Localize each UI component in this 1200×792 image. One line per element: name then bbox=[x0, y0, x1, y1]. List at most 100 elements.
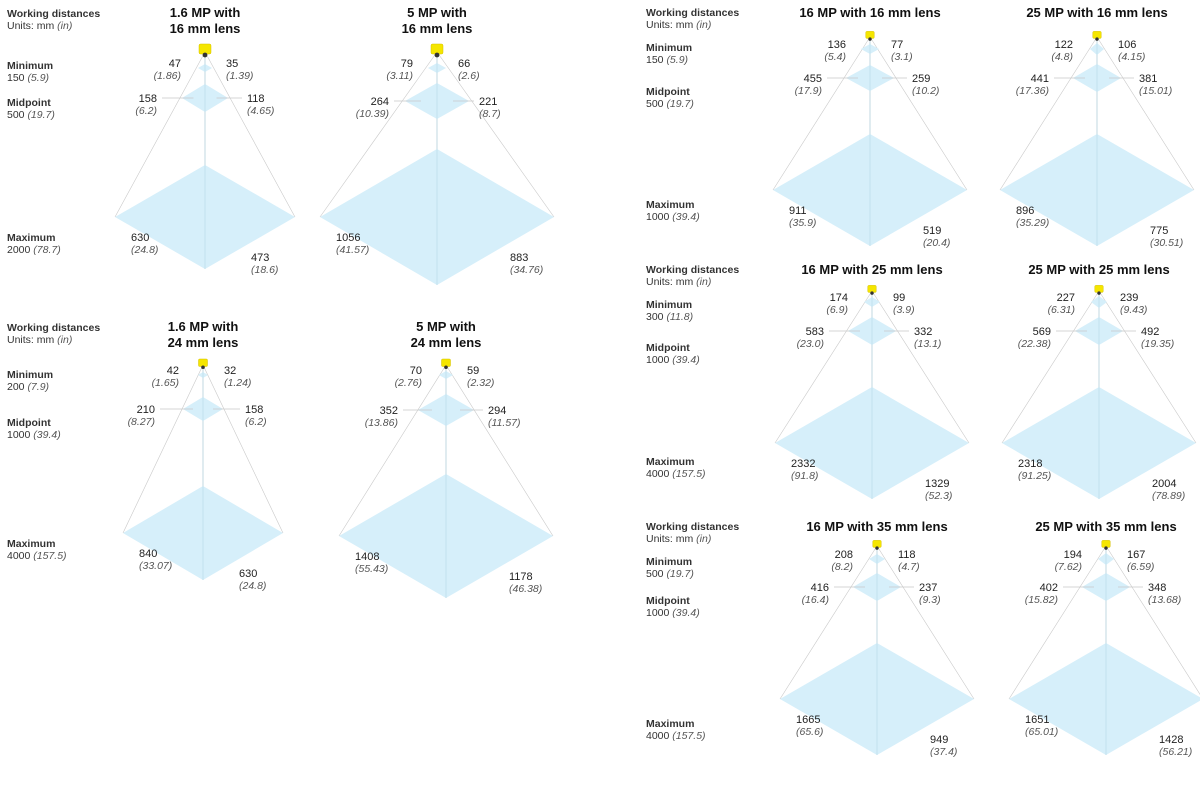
camera-lens bbox=[434, 52, 440, 58]
distance-label-maximum: Maximum bbox=[646, 199, 694, 211]
distance-mm: 1000 bbox=[646, 354, 672, 366]
fov-mid-width-inches: (10.39) bbox=[356, 108, 389, 120]
fov-mid-height-value: 492 bbox=[1141, 326, 1159, 338]
panel-title: 16 MP with 25 mm lens bbox=[801, 262, 942, 277]
units-imperial: (in) bbox=[696, 533, 711, 545]
legend-units: Units: mm (in) bbox=[646, 276, 711, 288]
distance-mm: 200 bbox=[7, 381, 27, 393]
units-metric: Units: mm bbox=[646, 19, 696, 31]
distance-value-midpoint: 500 (19.7) bbox=[646, 98, 694, 110]
units-imperial: (in) bbox=[696, 19, 711, 31]
fov-min-height-inches: (4.15) bbox=[1118, 51, 1145, 63]
fov-max-width-value: 1665 bbox=[796, 714, 820, 726]
fov-mid-width-inches: (13.86) bbox=[365, 417, 398, 429]
fov-edge-line bbox=[876, 545, 975, 700]
units-metric: Units: mm bbox=[7, 20, 57, 32]
units-imperial: (in) bbox=[696, 276, 711, 288]
fov-edge-line bbox=[204, 51, 296, 218]
fov-panel: 25 MP with 35 mm lens 194(7.62) 167(6.59) 4… bbox=[1008, 519, 1200, 758]
distance-label-maximum: Maximum bbox=[646, 456, 694, 468]
distance-mm: 150 bbox=[7, 72, 27, 84]
fov-max-width-inches: (91.25) bbox=[1018, 470, 1051, 482]
distance-in: (157.5) bbox=[33, 550, 66, 562]
camera-lens bbox=[875, 546, 879, 550]
fov-max-width-inches: (55.43) bbox=[355, 563, 388, 575]
panel-title: 25 MP with 16 mm lens bbox=[1026, 5, 1167, 20]
fov-mid-width-value: 441 bbox=[1031, 73, 1049, 85]
fov-min-height-inches: (1.39) bbox=[226, 70, 253, 82]
fov-min-height-inches: (3.9) bbox=[893, 304, 915, 316]
fov-mid-width-inches: (6.2) bbox=[135, 105, 157, 117]
fov-min-height-inches: (6.59) bbox=[1127, 561, 1154, 573]
panel-title: 5 MP with bbox=[416, 319, 476, 334]
fov-min-height-value: 35 bbox=[226, 58, 238, 70]
distance-value-minimum: 300 (11.8) bbox=[646, 311, 693, 323]
fov-min-width-inches: (2.76) bbox=[395, 377, 422, 389]
fov-max-height-value: 1178 bbox=[509, 571, 533, 583]
fov-edge-line bbox=[202, 364, 284, 534]
distance-mm: 4000 bbox=[646, 468, 672, 480]
fov-min-width-value: 42 bbox=[167, 365, 179, 377]
camera-icon bbox=[867, 285, 877, 295]
distance-in: (5.9) bbox=[27, 72, 49, 84]
distance-mm: 500 bbox=[7, 109, 27, 121]
distance-value-maximum: 1000 (39.4) bbox=[646, 211, 700, 223]
distance-mm: 4000 bbox=[646, 730, 672, 742]
fov-min-height-value: 239 bbox=[1120, 292, 1138, 304]
fov-min-width-value: 122 bbox=[1055, 39, 1073, 51]
distance-value-minimum: 200 (7.9) bbox=[7, 381, 49, 393]
camera-body bbox=[1101, 540, 1111, 548]
panel-title: 1.6 MP with bbox=[170, 5, 241, 20]
camera-icon bbox=[198, 358, 208, 370]
camera-body bbox=[198, 43, 212, 55]
camera-lens bbox=[202, 52, 208, 58]
fov-min-width-value: 208 bbox=[835, 549, 853, 561]
fov-max-height-value: 949 bbox=[930, 734, 948, 746]
fov-edge-line bbox=[772, 36, 871, 191]
legend-units: Units: mm (in) bbox=[646, 533, 711, 545]
legend-units: Units: mm (in) bbox=[646, 19, 711, 31]
distance-label-midpoint: Midpoint bbox=[646, 595, 690, 607]
fov-max-width-value: 1408 bbox=[355, 551, 379, 563]
camera-icon bbox=[430, 43, 444, 58]
fov-mid-width-inches: (8.27) bbox=[128, 416, 155, 428]
fov-mid-width-value: 569 bbox=[1033, 326, 1051, 338]
camera-icon bbox=[441, 358, 451, 370]
distance-label-midpoint: Midpoint bbox=[7, 97, 51, 109]
fov-min-height-value: 32 bbox=[224, 365, 236, 377]
fov-mid-width-value: 583 bbox=[806, 326, 824, 338]
fov-max-width-value: 2318 bbox=[1018, 458, 1042, 470]
fov-max-width-value: 911 bbox=[789, 205, 807, 217]
fov-panel: 16 MP with 35 mm lens 208(8.2) 118(4.7) 416… bbox=[779, 519, 975, 758]
camera-body bbox=[198, 358, 208, 367]
fov-max-height-inches: (52.3) bbox=[925, 490, 952, 502]
fov-mid-height-value: 294 bbox=[488, 405, 506, 417]
fov-mid-width-inches: (17.36) bbox=[1016, 85, 1049, 97]
fov-edge-line bbox=[871, 290, 970, 444]
legend-units: Units: mm (in) bbox=[7, 20, 72, 32]
distance-value-minimum: 150 (5.9) bbox=[646, 54, 688, 66]
camera-body bbox=[865, 31, 875, 39]
distance-mm: 300 bbox=[646, 311, 666, 323]
fov-max-width-inches: (41.57) bbox=[336, 244, 369, 256]
fov-min-width-inches: (1.86) bbox=[154, 70, 181, 82]
fov-min-height-inches: (2.32) bbox=[467, 377, 494, 389]
fov-min-width-value: 47 bbox=[169, 58, 181, 70]
distance-value-midpoint: 1000 (39.4) bbox=[646, 607, 700, 619]
distance-label-minimum: Minimum bbox=[7, 369, 53, 381]
fov-mid-height-value: 221 bbox=[479, 96, 497, 108]
camera-icon bbox=[1094, 285, 1104, 295]
distance-in: (7.9) bbox=[27, 381, 49, 393]
fov-edge-line bbox=[1001, 290, 1100, 444]
fov-max-height-value: 1428 bbox=[1159, 734, 1183, 746]
camera-body bbox=[430, 43, 444, 55]
distance-label-midpoint: Midpoint bbox=[646, 342, 690, 354]
panel-title: 24 mm lens bbox=[411, 335, 482, 350]
fov-mid-height-inches: (13.68) bbox=[1148, 594, 1181, 606]
fov-max-width-value: 630 bbox=[131, 232, 149, 244]
panel-title: 25 MP with 25 mm lens bbox=[1028, 262, 1169, 277]
